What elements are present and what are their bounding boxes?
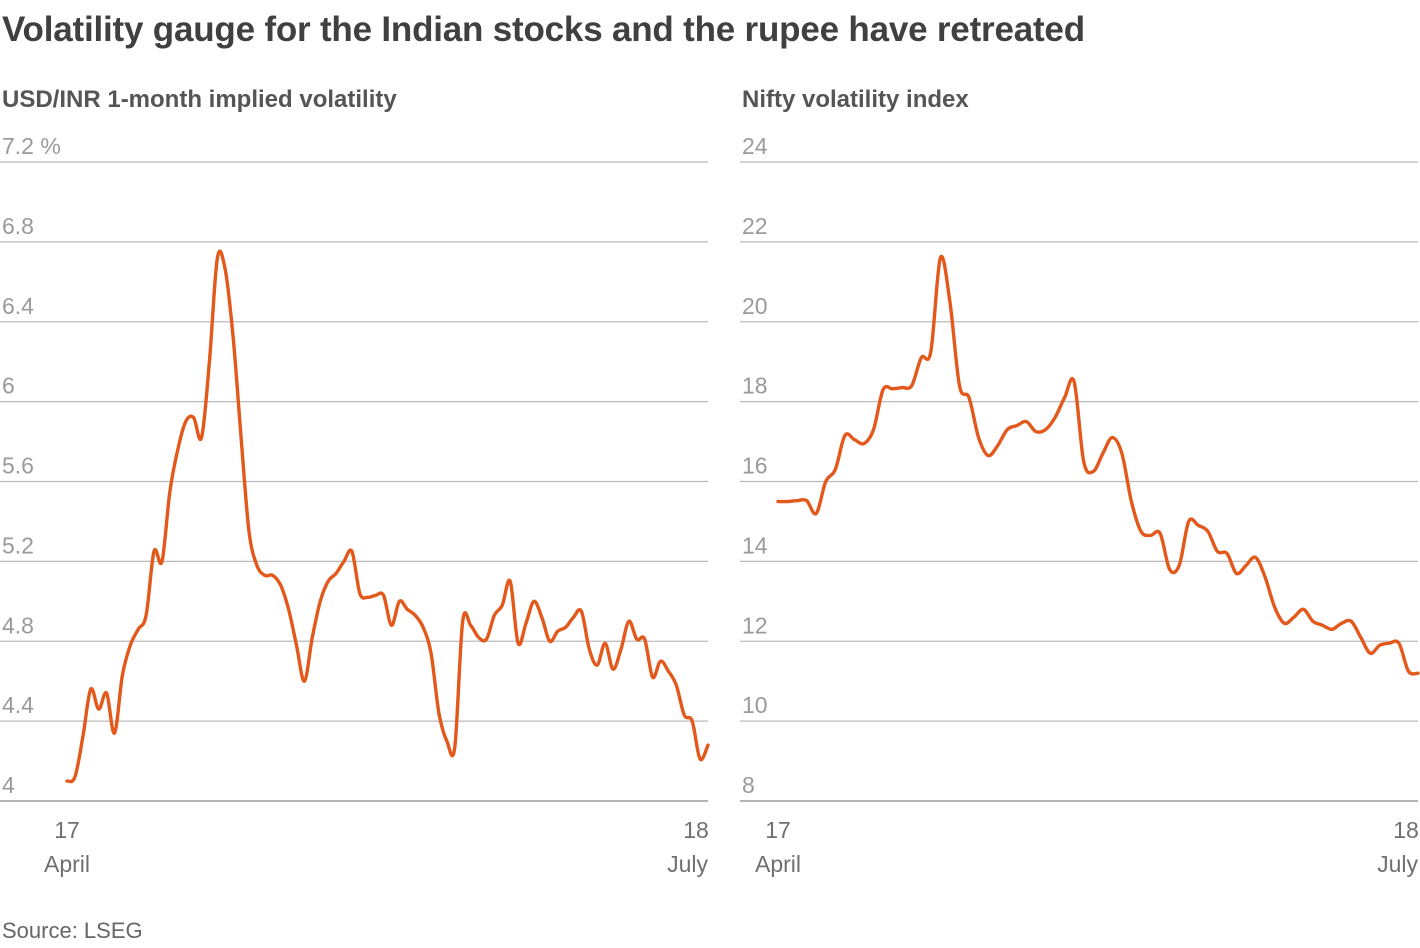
left-y-tick-label: 6.4 — [2, 293, 34, 319]
right-y-tick-label: 12 — [742, 612, 768, 638]
left-y-tick-label: 4 — [2, 772, 15, 798]
right-series-line — [776, 254, 1420, 676]
right-panel-title: Nifty volatility index — [742, 86, 969, 113]
right-y-tick-label: 10 — [742, 692, 768, 718]
right-y-tick-label: 22 — [742, 213, 768, 239]
left-y-tick-label: 5.6 — [2, 453, 34, 479]
left-y-tick-label: 4.4 — [2, 692, 34, 718]
left-y-tick-label: 6 — [2, 373, 15, 399]
right-y-tick-label: 8 — [742, 772, 755, 798]
left-x-tick-month-end: July — [667, 851, 708, 877]
right-x-tick-month-end: July — [1377, 851, 1418, 877]
left-y-tick-label: 5.2 — [2, 532, 34, 558]
left-series-line — [65, 249, 710, 784]
right-y-tick-label: 24 — [742, 133, 768, 159]
right-y-tick-label: 20 — [742, 293, 768, 319]
left-y-tick-label: 7.2 % — [2, 133, 61, 159]
chart-title: Volatility gauge for the Indian stocks a… — [2, 10, 1085, 49]
left-y-tick-label: 6.8 — [2, 213, 34, 239]
left-panel-title: USD/INR 1-month implied volatility — [2, 86, 397, 113]
right-x-tick-day-end: 18 — [1393, 817, 1419, 843]
source-note: Source: LSEG — [2, 918, 143, 943]
right-y-tick-label: 14 — [742, 532, 768, 558]
right-x-tick-day-start: 17 — [765, 817, 791, 843]
left-x-tick-day-start: 17 — [54, 817, 80, 843]
right-x-tick-month-start: April — [755, 851, 801, 877]
right-y-tick-label: 18 — [742, 373, 768, 399]
left-x-tick-day-end: 18 — [683, 817, 709, 843]
right-y-tick-label: 16 — [742, 453, 768, 479]
left-x-tick-month-start: April — [44, 851, 90, 877]
left-y-tick-label: 4.8 — [2, 612, 34, 638]
